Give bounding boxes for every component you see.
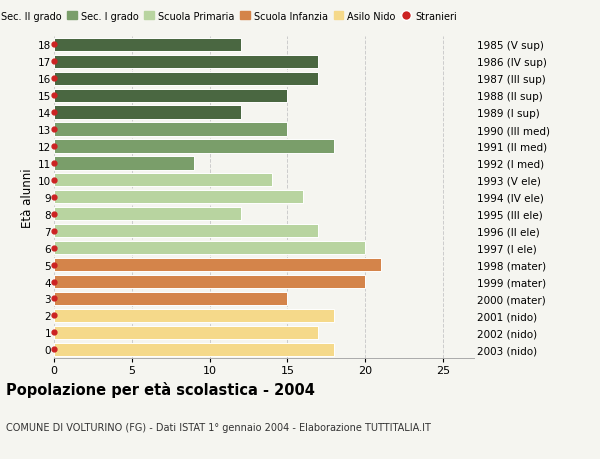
- Bar: [54, 123, 287, 136]
- Bar: [54, 241, 365, 255]
- Text: Popolazione per età scolastica - 2004: Popolazione per età scolastica - 2004: [6, 381, 315, 397]
- Y-axis label: Età alunni: Età alunni: [21, 168, 34, 227]
- Bar: [54, 157, 194, 170]
- Legend: Sec. II grado, Sec. I grado, Scuola Primaria, Scuola Infanzia, Asilo Nido, Stran: Sec. II grado, Sec. I grado, Scuola Prim…: [0, 8, 461, 25]
- Bar: [54, 39, 241, 52]
- Bar: [54, 106, 241, 119]
- Bar: [54, 326, 319, 339]
- Bar: [54, 224, 319, 238]
- Bar: [54, 258, 380, 272]
- Bar: [54, 309, 334, 322]
- Bar: [54, 140, 334, 153]
- Bar: [54, 174, 272, 187]
- Bar: [54, 207, 241, 221]
- Bar: [54, 56, 319, 69]
- Bar: [54, 73, 319, 85]
- Bar: [54, 275, 365, 289]
- Bar: [54, 343, 334, 356]
- Bar: [54, 292, 287, 305]
- Bar: [54, 90, 287, 102]
- Bar: [54, 191, 303, 204]
- Text: COMUNE DI VOLTURINO (FG) - Dati ISTAT 1° gennaio 2004 - Elaborazione TUTTITALIA.: COMUNE DI VOLTURINO (FG) - Dati ISTAT 1°…: [6, 422, 431, 432]
